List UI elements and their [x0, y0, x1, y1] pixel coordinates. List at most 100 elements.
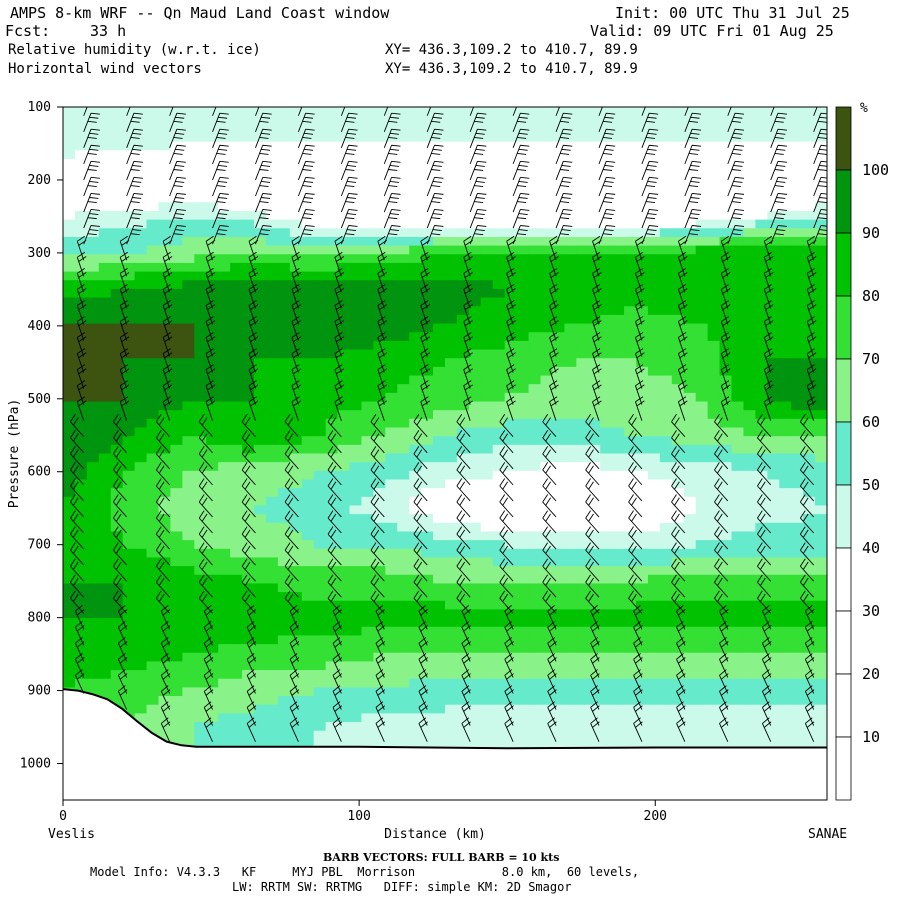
rh-cell — [540, 678, 554, 688]
rh-cell — [456, 470, 470, 481]
rh-cell — [516, 704, 530, 714]
rh-cell — [74, 158, 88, 169]
rh-cell — [289, 522, 303, 533]
rh-cell — [445, 436, 458, 446]
rh-cell — [254, 696, 267, 706]
rh-cell — [791, 644, 804, 654]
rh-cell — [158, 704, 172, 714]
rh-cell — [409, 722, 422, 732]
rh-cell — [731, 176, 745, 186]
rh-cell — [791, 626, 804, 637]
rh-cell — [767, 739, 780, 749]
rh-cell — [433, 531, 446, 541]
rh-cell — [63, 392, 76, 403]
rh-cell — [636, 418, 649, 429]
rh-cell — [313, 678, 327, 688]
rh-cell — [755, 592, 768, 602]
rh-cell — [349, 401, 363, 411]
rh-cell — [528, 202, 542, 212]
rh-cell — [218, 444, 231, 455]
rh-cell — [349, 271, 363, 281]
rh-cell — [397, 271, 410, 281]
rh-cell — [624, 288, 637, 299]
rh-cell — [540, 592, 554, 602]
rh-cell — [767, 609, 780, 619]
rh-cell — [779, 436, 792, 446]
rh-cell — [719, 496, 733, 507]
rh-cell — [373, 271, 386, 281]
rh-cell — [218, 306, 231, 316]
rh-cell — [791, 392, 804, 403]
rh-cell — [421, 609, 434, 619]
rh-cell — [576, 115, 589, 125]
rh-cell — [158, 107, 172, 117]
rh-cell — [791, 661, 804, 671]
rh-cell — [671, 687, 685, 697]
rh-cell — [636, 696, 649, 706]
rh-cell — [158, 254, 172, 264]
rh-cell — [325, 722, 339, 732]
rh-cell — [409, 704, 422, 714]
rh-cell — [194, 652, 207, 662]
rh-cell — [289, 427, 303, 437]
rh-cell — [110, 644, 124, 654]
rh-cell — [779, 210, 792, 221]
xy-range-2: XY= 436.3,109.2 to 410.7, 89.9 — [385, 61, 638, 77]
rh-cell — [564, 210, 577, 221]
rh-cell — [767, 583, 780, 593]
rh-cell — [63, 410, 76, 420]
rh-cell — [624, 202, 637, 212]
rh-cell — [731, 314, 745, 325]
rh-cell — [647, 375, 661, 385]
rh-cell — [456, 340, 470, 351]
rh-cell — [110, 609, 124, 619]
rh-cell — [433, 730, 446, 740]
rh-cell — [445, 262, 458, 273]
rh-cell — [636, 271, 649, 281]
rh-cell — [731, 384, 745, 394]
rh-cell — [158, 410, 172, 420]
rh-cell — [206, 722, 219, 732]
rh-cell — [492, 219, 506, 229]
rh-cell — [588, 583, 601, 593]
rh-cell — [337, 600, 351, 611]
rh-cell — [301, 635, 315, 645]
rh-cell — [492, 340, 506, 351]
rh-cell — [373, 384, 386, 394]
rh-cell — [421, 323, 434, 333]
rh-cell — [540, 401, 554, 411]
rh-cell — [600, 583, 613, 593]
rh-cell — [170, 652, 183, 662]
rh-cell — [695, 384, 709, 394]
rh-cell — [146, 687, 160, 697]
rh-cell — [301, 401, 315, 411]
rh-cell — [86, 661, 100, 671]
rh-cell — [289, 531, 303, 541]
rh-cell — [659, 132, 673, 143]
rh-cell — [242, 202, 255, 212]
rh-cell — [671, 678, 685, 688]
rh-cell — [791, 323, 804, 333]
rh-cell — [564, 366, 577, 377]
rh-cell — [337, 652, 351, 662]
rh-cell — [624, 410, 637, 420]
rh-cell — [719, 696, 733, 706]
rh-cell — [695, 514, 709, 524]
rh-cell — [671, 514, 685, 524]
rh-cell — [707, 150, 721, 160]
rh-cell — [683, 418, 697, 429]
rh-cell — [815, 332, 827, 342]
rh-cell — [803, 652, 816, 662]
rh-cell — [86, 245, 100, 255]
rh-cell — [815, 392, 827, 403]
rh-cell — [170, 462, 183, 472]
rh-cell — [289, 288, 303, 299]
rh-cell — [791, 687, 804, 697]
rh-cell — [767, 626, 780, 637]
rh-cell — [433, 410, 446, 420]
rh-cell — [731, 678, 745, 688]
rh-cell — [516, 271, 530, 281]
rh-cell — [242, 280, 255, 290]
rh-cell — [695, 254, 709, 264]
rh-cell — [803, 713, 816, 723]
